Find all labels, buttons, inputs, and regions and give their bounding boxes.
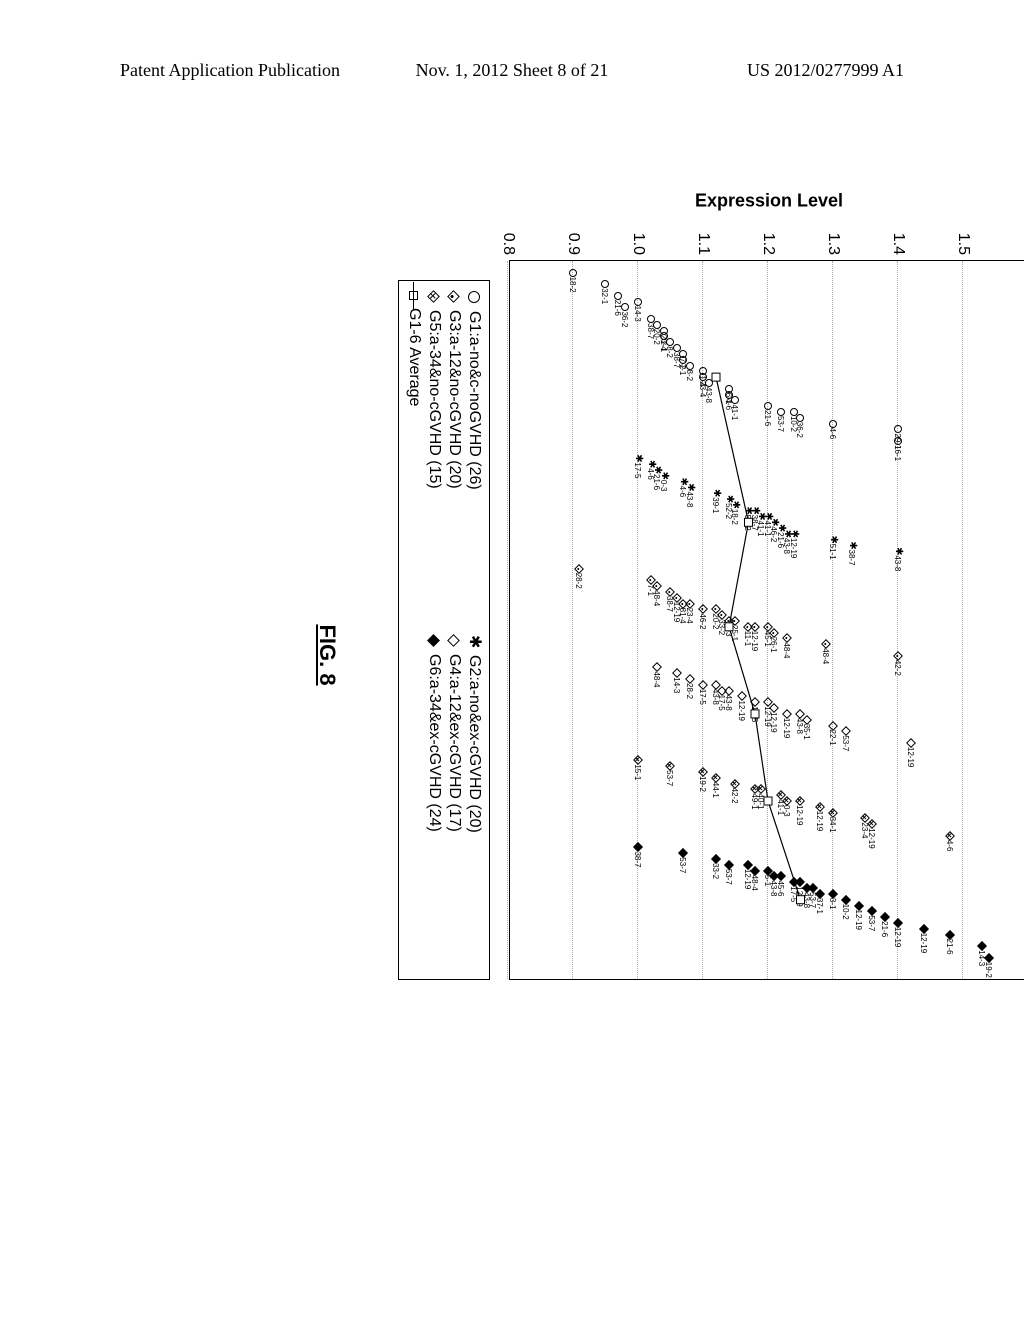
ytick-label: 1.2 bbox=[759, 219, 777, 255]
legend-label: G6:a-34&ex-cGVHD (24) bbox=[425, 654, 443, 832]
legend-item: ✱G2:a-no&ex-cGVHD (20) bbox=[465, 635, 483, 969]
ytick-label: 0.8 bbox=[499, 219, 517, 255]
figure-label: FIG. 8 bbox=[314, 624, 340, 685]
legend-item: G4:a-12&ex-cGVHD (17) bbox=[445, 635, 463, 969]
plot-area: Expression Level Donor (n=122) 0.80.91.0… bbox=[509, 260, 1024, 980]
ytick-label: 1.0 bbox=[629, 219, 647, 255]
legend-label: G2:a-no&ex-cGVHD (20) bbox=[465, 655, 483, 833]
ytick-label: 1.5 bbox=[954, 219, 972, 255]
legend-label: G1:a-no&c-noGVHD (26) bbox=[465, 311, 483, 490]
legend: G1:a-no&c-noGVHD (26) ✱G2:a-no&ex-cGVHD (… bbox=[398, 280, 490, 980]
ytick-label: 0.9 bbox=[564, 219, 582, 255]
ytick-label: 1.4 bbox=[889, 219, 907, 255]
header-left: Patent Application Publication bbox=[120, 60, 340, 81]
legend-item: G1:a-no&c-noGVHD (26) bbox=[465, 291, 483, 625]
legend-item: G3:a-12&no-cGVHD (20) bbox=[445, 291, 463, 625]
header-center: Nov. 1, 2012 Sheet 8 of 21 bbox=[416, 60, 609, 81]
ytick-label: 1.3 bbox=[824, 219, 842, 255]
legend-item: G6:a-34&ex-cGVHD (24) bbox=[425, 635, 443, 969]
legend-label: G5:a-34&no-cGVHD (15) bbox=[425, 310, 443, 489]
ytick-label: 1.1 bbox=[694, 219, 712, 255]
legend-item: G1-6 Average bbox=[405, 291, 423, 625]
legend-item: G5:a-34&no-cGVHD (15) bbox=[425, 291, 443, 625]
legend-label: G1-6 Average bbox=[405, 308, 423, 406]
header-right: US 2012/0277999 A1 bbox=[747, 60, 904, 81]
avg-line-svg bbox=[508, 261, 1024, 981]
ytick-label: 1.6 bbox=[1019, 219, 1024, 255]
legend-label: G4:a-12&ex-cGVHD (17) bbox=[445, 654, 463, 832]
legend-label: G3:a-12&no-cGVHD (20) bbox=[445, 310, 463, 489]
figure-container: CTCF Groups Expression Level Donor (n=12… bbox=[55, 265, 985, 1045]
y-axis-label: Expression Level bbox=[695, 191, 843, 212]
chart-wrap: CTCF Groups Expression Level Donor (n=12… bbox=[280, 190, 1024, 1120]
